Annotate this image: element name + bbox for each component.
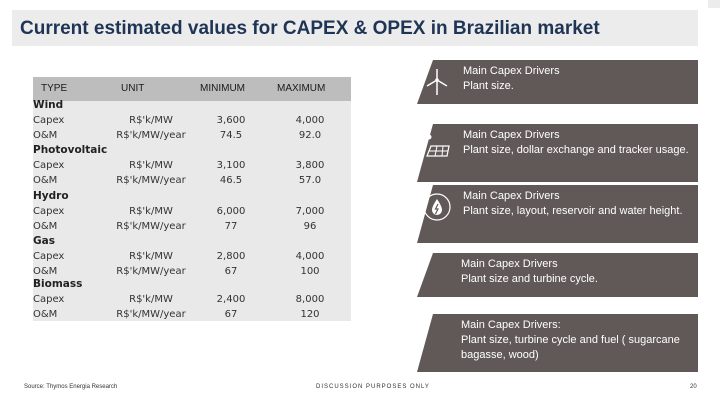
wind-turbine-icon — [423, 68, 451, 96]
table-cell-min: 3,100 — [216, 160, 246, 171]
table-cell-min: 3,600 — [216, 115, 246, 126]
table-cell-type: O&M — [33, 220, 58, 232]
header-unit: UNIT — [121, 83, 145, 94]
table-cell-unit: R$'k/MW/year — [116, 129, 186, 141]
driver-description: Plant size and turbine cycle. — [461, 273, 598, 285]
driver-card: Main Capex Drivers Plant size, dollar exc… — [417, 124, 698, 182]
driver-description: Plant size, dollar exchange and tracker … — [463, 144, 689, 156]
capex-opex-table: TYPE UNIT MINIMUM MAXIMUM Wind Capex R$'k/… — [33, 77, 351, 321]
table-cell-unit: R$'k/MW — [129, 251, 173, 262]
driver-card: Main Capex Drivers Plant size. — [417, 60, 698, 104]
table-cell-max: 57.0 — [298, 174, 322, 186]
driver-description: Plant size, layout, reservoir and water … — [463, 205, 683, 217]
driver-card-notch — [417, 60, 433, 104]
category-label: Hydro — [33, 190, 69, 202]
driver-heading: Main Capex Drivers — [463, 65, 560, 77]
driver-text: Main Capex Drivers Plant size, layout, re… — [463, 189, 693, 219]
table-cell-type: Capex — [33, 294, 65, 305]
driver-card-notch — [417, 253, 433, 297]
table-cell-type: O&M — [33, 265, 58, 277]
table-cell-max: 4,000 — [295, 251, 325, 262]
driver-card: Main Capex Drivers Plant size, layout, re… — [417, 185, 698, 243]
driver-text: Main Capex Drivers Plant size and turbine… — [461, 257, 691, 287]
table-cell-max: 96 — [303, 220, 317, 232]
driver-card-notch — [417, 185, 433, 243]
table-cell-unit: R$'k/MW/year — [116, 174, 186, 186]
table-cell-max: 92.0 — [298, 129, 322, 141]
category-label: Wind — [33, 99, 64, 111]
table-cell-min: 67 — [224, 308, 238, 320]
driver-heading: Main Capex Drivers — [463, 129, 560, 141]
table-cell-max: 3,800 — [295, 160, 325, 171]
driver-heading: Main Capex Drivers — [461, 258, 558, 270]
table-cell-type: Capex — [33, 160, 65, 171]
driver-card: Main Capex Drivers: Plant size, turbine c… — [417, 314, 698, 372]
header-type: TYPE — [41, 83, 68, 94]
table-cell-unit: R$'k/MW/year — [116, 220, 186, 232]
table-cell-min: 2,800 — [216, 251, 246, 262]
water-drop-icon — [423, 193, 451, 221]
table-cell-max: 8,000 — [295, 294, 325, 305]
driver-description: Plant size. — [463, 80, 514, 92]
table-header: TYPE UNIT MINIMUM MAXIMUM — [33, 77, 351, 101]
driver-description: Plant size, turbine cycle and fuel ( sug… — [461, 334, 680, 361]
driver-card: Main Capex Drivers Plant size and turbine… — [417, 253, 698, 297]
driver-heading: Main Capex Drivers — [463, 190, 560, 202]
corner-accent — [708, 0, 720, 8]
table-cell-min: 77 — [224, 220, 238, 232]
table-cell-min: 2,400 — [216, 294, 246, 305]
table-cell-type: O&M — [33, 129, 58, 141]
footer-disclaimer: DISCUSSION PURPOSES ONLY — [316, 384, 430, 390]
table-cell-type: O&M — [33, 308, 58, 320]
table-cell-unit: R$'k/MW — [129, 115, 173, 126]
page-number: 20 — [690, 384, 697, 390]
table-cell-unit: R$'k/MW/year — [116, 265, 186, 277]
table-cell-max: 7,000 — [295, 206, 325, 217]
table-cell-max: 100 — [300, 265, 320, 277]
table-cell-unit: R$'k/MW — [129, 294, 173, 305]
driver-heading: Main Capex Drivers: — [461, 319, 561, 331]
header-minimum: MINIMUM — [200, 83, 245, 94]
table-cell-type: Capex — [33, 251, 65, 262]
table-cell-min: 6,000 — [216, 206, 246, 217]
driver-text: Main Capex Drivers Plant size. — [463, 64, 693, 94]
table-cell-max: 120 — [300, 308, 320, 320]
table-cell-min: 46.5 — [219, 174, 243, 186]
table-cell-max: 4,000 — [295, 115, 325, 126]
title-bar: Current estimated values for CAPEX & OPE… — [12, 10, 698, 46]
driver-text: Main Capex Drivers Plant size, dollar exc… — [463, 128, 693, 158]
table-cell-unit: R$'k/MW — [129, 206, 173, 217]
solar-panel-icon — [423, 132, 451, 160]
table-cell-unit: R$'k/MW/year — [116, 308, 186, 320]
category-label: Gas — [33, 235, 55, 247]
table-cell-type: Capex — [33, 206, 65, 217]
header-maximum: MAXIMUM — [277, 83, 326, 94]
table-cell-type: O&M — [33, 174, 58, 186]
driver-text: Main Capex Drivers: Plant size, turbine c… — [461, 318, 691, 363]
driver-card-notch — [417, 314, 433, 372]
table-cell-unit: R$'k/MW — [129, 160, 173, 171]
category-label: Biomass — [33, 278, 83, 290]
footer-source: Source: Thymos Energia Research — [24, 384, 118, 390]
table-cell-min: 67 — [224, 265, 238, 277]
table-cell-min: 74.5 — [219, 129, 243, 141]
category-label: Photovoltaic — [33, 144, 108, 156]
page-title: Current estimated values for CAPEX & OPE… — [20, 18, 600, 39]
table-cell-type: Capex — [33, 115, 65, 126]
